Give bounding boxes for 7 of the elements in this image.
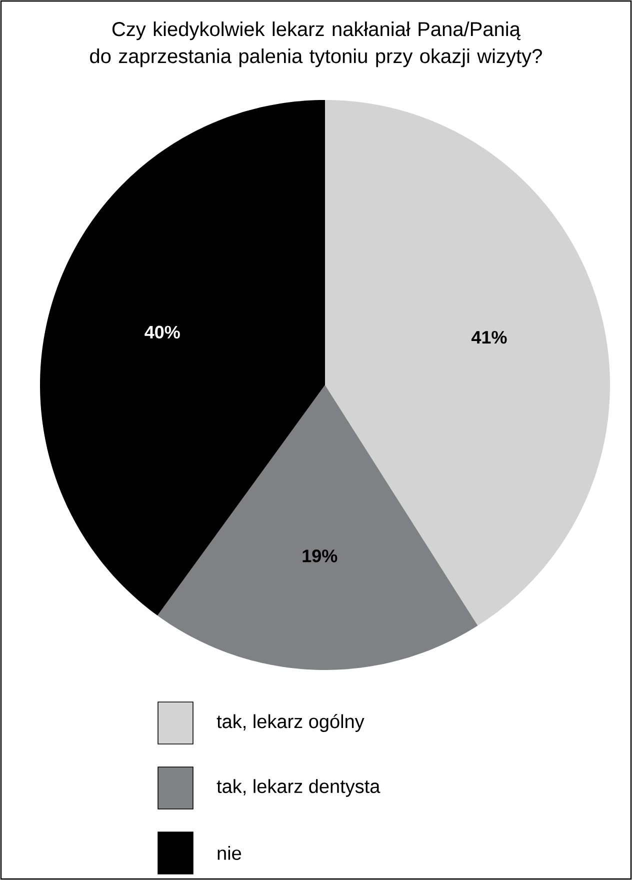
- legend-label: tak, lekarz dentysta: [216, 779, 380, 797]
- legend-label: nie: [218, 846, 242, 860]
- data-label: 19%: [302, 550, 338, 562]
- data-label: 40%: [144, 326, 180, 339]
- chart-title: Czy kiedykolwiek lekarz nakłaniał Pana/Panią do zaprzestania palenia tytoniu przy okazji wizyty?: [90, 22, 542, 68]
- legend-label: tak, lekarz ogólny: [216, 714, 364, 732]
- data-label: 41%: [471, 330, 507, 344]
